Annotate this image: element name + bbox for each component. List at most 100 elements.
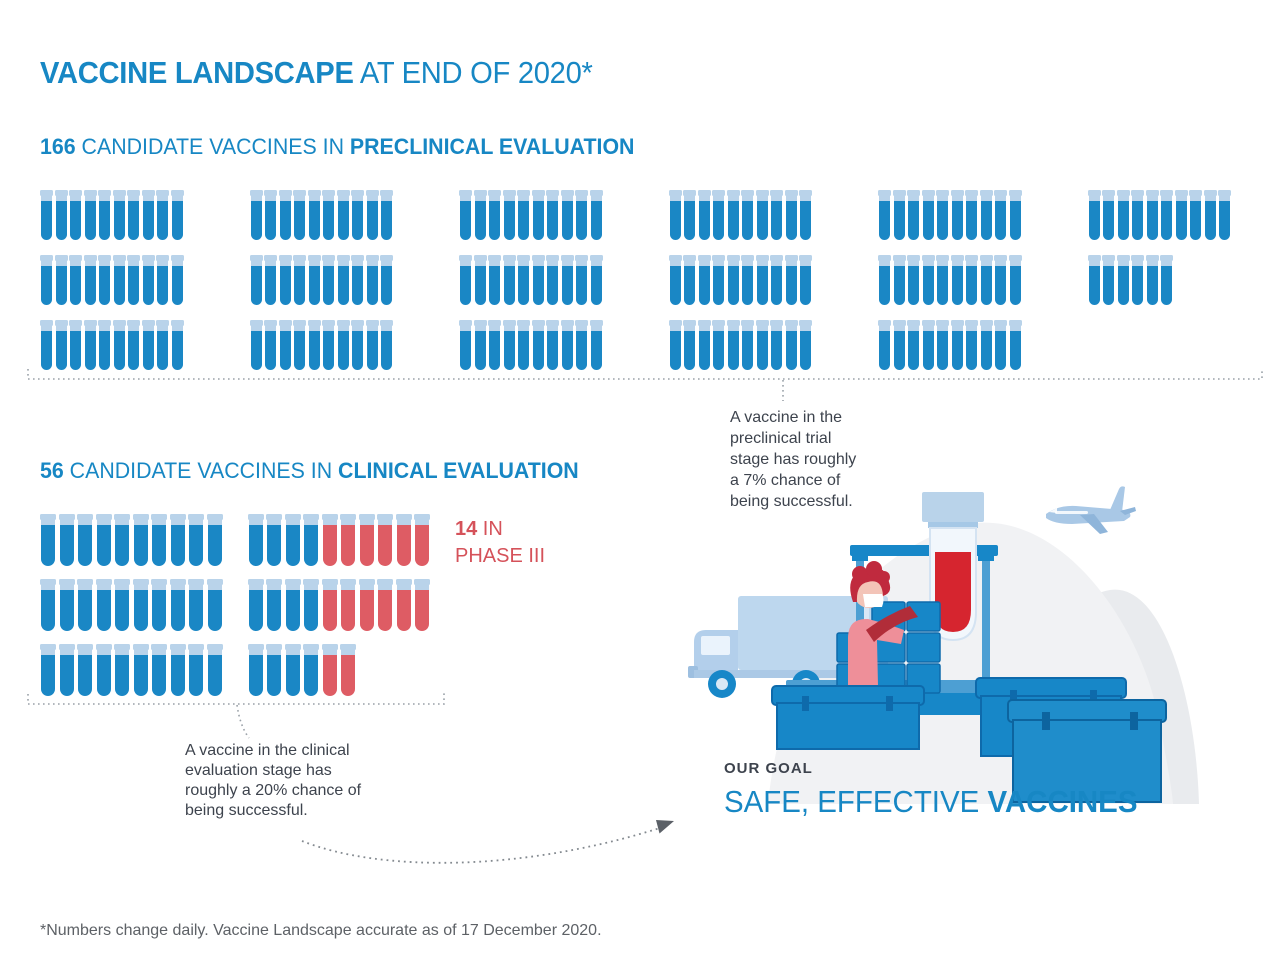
test-tube-icon xyxy=(40,320,53,370)
tube-group xyxy=(40,514,223,566)
test-tube-icon xyxy=(560,320,574,370)
tube-group xyxy=(878,255,1022,305)
platform xyxy=(786,680,1096,715)
test-tube-icon xyxy=(141,190,155,240)
test-tube-icon xyxy=(322,190,335,240)
test-tube-icon xyxy=(114,644,130,696)
tube-group xyxy=(40,644,223,696)
test-tube-icon xyxy=(69,255,82,305)
test-tube-icon xyxy=(1189,190,1202,240)
test-tube-icon xyxy=(206,579,223,631)
phase3-line1: 14 IN xyxy=(455,516,545,543)
test-tube-icon xyxy=(322,320,335,370)
truck-icon xyxy=(688,596,888,698)
test-tube-icon xyxy=(249,320,263,370)
test-tube-icon xyxy=(284,514,301,566)
test-tube-icon xyxy=(58,644,75,696)
test-tube-icon xyxy=(1116,190,1130,240)
test-tube-icon xyxy=(546,320,559,370)
test-tube-icon xyxy=(459,320,472,370)
test-tube-icon xyxy=(114,514,130,566)
test-tube-icon xyxy=(517,255,530,305)
test-tube-icon xyxy=(141,255,155,305)
test-tube-icon xyxy=(575,255,588,305)
test-tube-icon xyxy=(726,255,740,305)
test-tube-icon xyxy=(473,255,487,305)
test-tube-icon xyxy=(502,320,516,370)
test-tube-icon xyxy=(1131,255,1144,305)
footnote: *Numbers change daily. Vaccine Landscape… xyxy=(40,922,602,939)
test-tube-icon xyxy=(278,320,292,370)
test-tube-icon xyxy=(770,190,783,240)
test-tube-icon xyxy=(1102,255,1115,305)
test-tube-icon xyxy=(965,255,978,305)
clinical-heading-strong: CLINICAL EVALUATION xyxy=(338,458,579,483)
goal-headline-strong: VACCINES xyxy=(987,784,1138,819)
test-tube-icon xyxy=(950,320,964,370)
tube-group xyxy=(249,320,393,370)
test-tube-icon xyxy=(1203,190,1217,240)
test-tube-icon xyxy=(546,190,559,240)
test-tube-phase3-icon xyxy=(321,644,338,696)
test-tube-icon xyxy=(141,320,155,370)
test-tube-icon xyxy=(77,514,93,566)
test-tube-icon xyxy=(770,320,783,370)
test-tube-icon xyxy=(132,514,149,566)
tube-group xyxy=(249,255,393,305)
preclinical-heading-mid: CANDIDATE VACCINES IN xyxy=(75,134,350,159)
test-tube-icon xyxy=(517,320,530,370)
clinical-heading-mid: CANDIDATE VACCINES IN xyxy=(63,458,339,483)
test-tube-icon xyxy=(488,255,501,305)
test-tube-icon xyxy=(726,190,740,240)
clinical-connector-line xyxy=(236,704,250,739)
tube-group xyxy=(459,255,603,305)
goal-headline-light: SAFE, EFFECTIVE xyxy=(724,784,988,819)
test-tube-icon xyxy=(322,255,335,305)
test-tube-icon xyxy=(278,255,292,305)
test-tube-icon xyxy=(575,190,588,240)
test-tube-phase3-icon xyxy=(340,579,356,631)
preclinical-count: 166 xyxy=(40,134,76,159)
test-tube-icon xyxy=(264,190,277,240)
test-tube-icon xyxy=(54,190,68,240)
tube-group xyxy=(247,644,356,696)
tube-group xyxy=(40,255,184,305)
test-tube-icon xyxy=(336,190,350,240)
test-tube-icon xyxy=(206,644,223,696)
test-tube-icon xyxy=(380,320,393,370)
phase3-count: 14 xyxy=(455,518,478,540)
test-tube-icon xyxy=(98,190,111,240)
test-tube-icon xyxy=(307,320,321,370)
test-tube-icon xyxy=(575,320,588,370)
test-tube-icon xyxy=(69,320,82,370)
test-tube-icon xyxy=(77,579,93,631)
test-tube-icon xyxy=(351,255,364,305)
test-tube-icon xyxy=(266,514,282,566)
test-tube-icon xyxy=(69,190,82,240)
test-tube-phase3-icon xyxy=(395,579,412,631)
test-tube-icon xyxy=(979,255,993,305)
arrowhead-icon xyxy=(656,820,674,834)
test-tube-icon xyxy=(965,190,978,240)
test-tube-icon xyxy=(517,190,530,240)
test-tube-icon xyxy=(127,320,140,370)
test-tube-icon xyxy=(365,190,379,240)
tube-row xyxy=(40,514,430,566)
test-tube-icon xyxy=(531,190,545,240)
test-tube-icon xyxy=(1008,255,1022,305)
test-tube-icon xyxy=(683,320,696,370)
test-tube-icon xyxy=(303,644,319,696)
test-tube-icon xyxy=(560,255,574,305)
phase3-line2: PHASE III xyxy=(455,545,546,567)
test-tube-phase3-icon xyxy=(377,579,393,631)
test-tube-icon xyxy=(784,255,798,305)
test-tube-icon xyxy=(502,190,516,240)
test-tube-icon xyxy=(1160,255,1173,305)
test-tube-icon xyxy=(755,320,769,370)
test-tube-phase3-icon xyxy=(414,579,430,631)
tube-group xyxy=(459,320,603,370)
test-tube-icon xyxy=(712,320,725,370)
test-tube-icon xyxy=(264,255,277,305)
test-tube-icon xyxy=(188,514,204,566)
test-tube-icon xyxy=(40,190,53,240)
